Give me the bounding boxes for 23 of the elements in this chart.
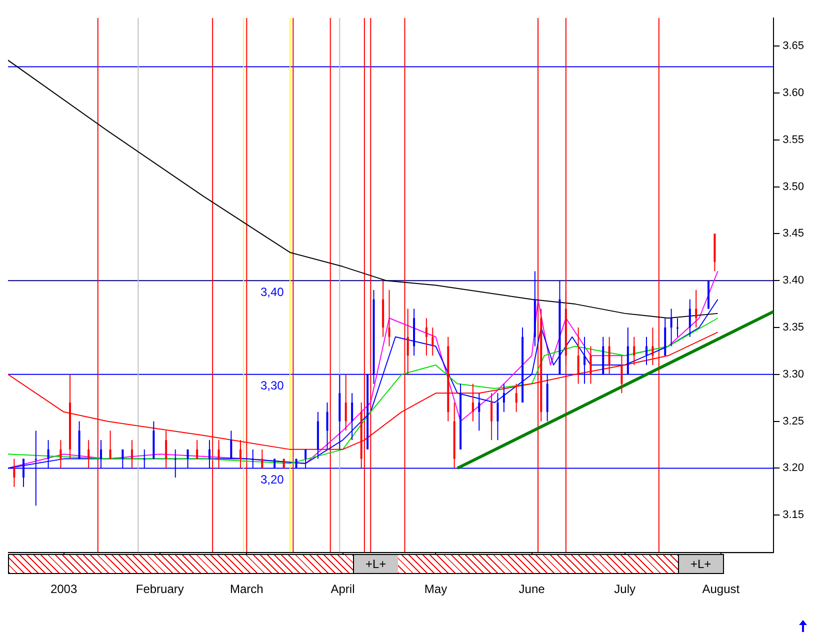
- ref-line-label: 3,20: [260, 472, 284, 486]
- y-tick-label: 3.55: [782, 134, 804, 146]
- y-tick-label: 3.35: [782, 322, 804, 334]
- x-tick-label: May: [424, 582, 448, 596]
- y-tick-label: 3.50: [782, 180, 804, 193]
- x-tick-label: July: [614, 582, 636, 596]
- y-tick-label: 3.25: [782, 415, 804, 428]
- y-tick-label: 3.30: [782, 368, 804, 380]
- x-tick-label: June: [518, 582, 546, 596]
- x-tick-label: March: [230, 582, 264, 596]
- y-tick-label: 3.65: [782, 40, 804, 52]
- y-tick-label: 3.40: [782, 274, 804, 287]
- y-tick-label: 3.45: [782, 228, 804, 240]
- x-tick-label: April: [330, 582, 355, 596]
- ref-line-label: 3,40: [260, 284, 284, 299]
- x-tick-label: August: [702, 582, 740, 596]
- y-tick-label: 3.60: [782, 87, 804, 100]
- ref-line-label: 3,30: [260, 378, 284, 393]
- x-tick-label: February: [136, 582, 184, 596]
- x-tick-label: 2003: [50, 582, 78, 596]
- signal-strip: +L+ +L+: [8, 554, 724, 574]
- y-tick-label: 3.15: [782, 509, 804, 522]
- y-tick-label: 3.20: [782, 462, 804, 474]
